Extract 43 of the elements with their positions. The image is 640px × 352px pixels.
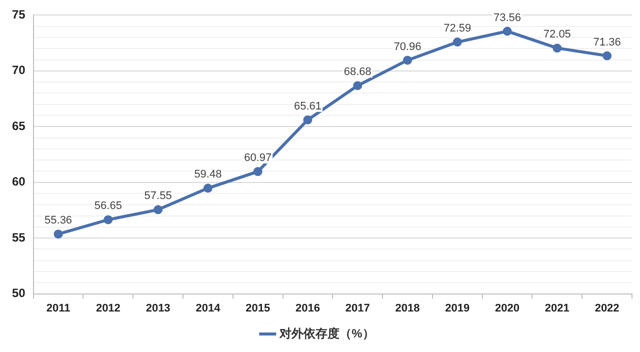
x-tick-label: 2012	[96, 302, 120, 314]
data-label: 57.55	[144, 190, 172, 202]
y-tick-label: 75	[12, 8, 26, 22]
y-tick-label: 50	[12, 286, 26, 300]
y-tick-label: 60	[12, 174, 26, 189]
x-tick-label: 2013	[146, 302, 170, 314]
x-tick-label: 2011	[46, 302, 70, 314]
x-tick-label: 2022	[594, 302, 620, 314]
x-tick-label: 2014	[196, 302, 222, 314]
data-label: 65.61	[294, 100, 322, 112]
data-label: 73.56	[494, 12, 522, 24]
y-tick-label: 70	[12, 63, 26, 78]
x-tick-label: 2015	[246, 302, 270, 314]
point	[253, 167, 262, 176]
point	[452, 38, 462, 47]
data-label: 59.48	[194, 168, 222, 181]
x-tick-label: 2021	[544, 302, 570, 314]
data-label: 68.68	[344, 66, 372, 78]
data-label: 71.36	[593, 36, 621, 48]
data-label: 70.96	[394, 40, 422, 53]
point	[154, 205, 163, 214]
data-label: 72.59	[444, 22, 472, 35]
y-tick-label: 65	[12, 118, 26, 133]
data-label: 56.65	[94, 200, 122, 212]
point	[502, 26, 512, 36]
legend-label: 对外依存度（%）	[278, 326, 374, 340]
x-tick-label: 2020	[495, 302, 520, 314]
x-tick-label: 2018	[395, 302, 420, 314]
point	[403, 56, 412, 65]
x-tick-label: 2016	[295, 302, 320, 314]
point	[353, 81, 362, 90]
data-label: 60.97	[244, 152, 272, 164]
point	[104, 215, 113, 224]
data-label: 72.05	[543, 28, 571, 41]
point	[602, 51, 612, 60]
point	[203, 184, 212, 193]
point	[303, 115, 312, 124]
x-tick-label: 2019	[445, 302, 470, 314]
point	[54, 230, 63, 239]
y-tick-label: 55	[12, 230, 26, 244]
point	[552, 44, 562, 53]
x-tick-label: 2017	[345, 302, 370, 314]
data-label: 55.36	[44, 214, 72, 227]
